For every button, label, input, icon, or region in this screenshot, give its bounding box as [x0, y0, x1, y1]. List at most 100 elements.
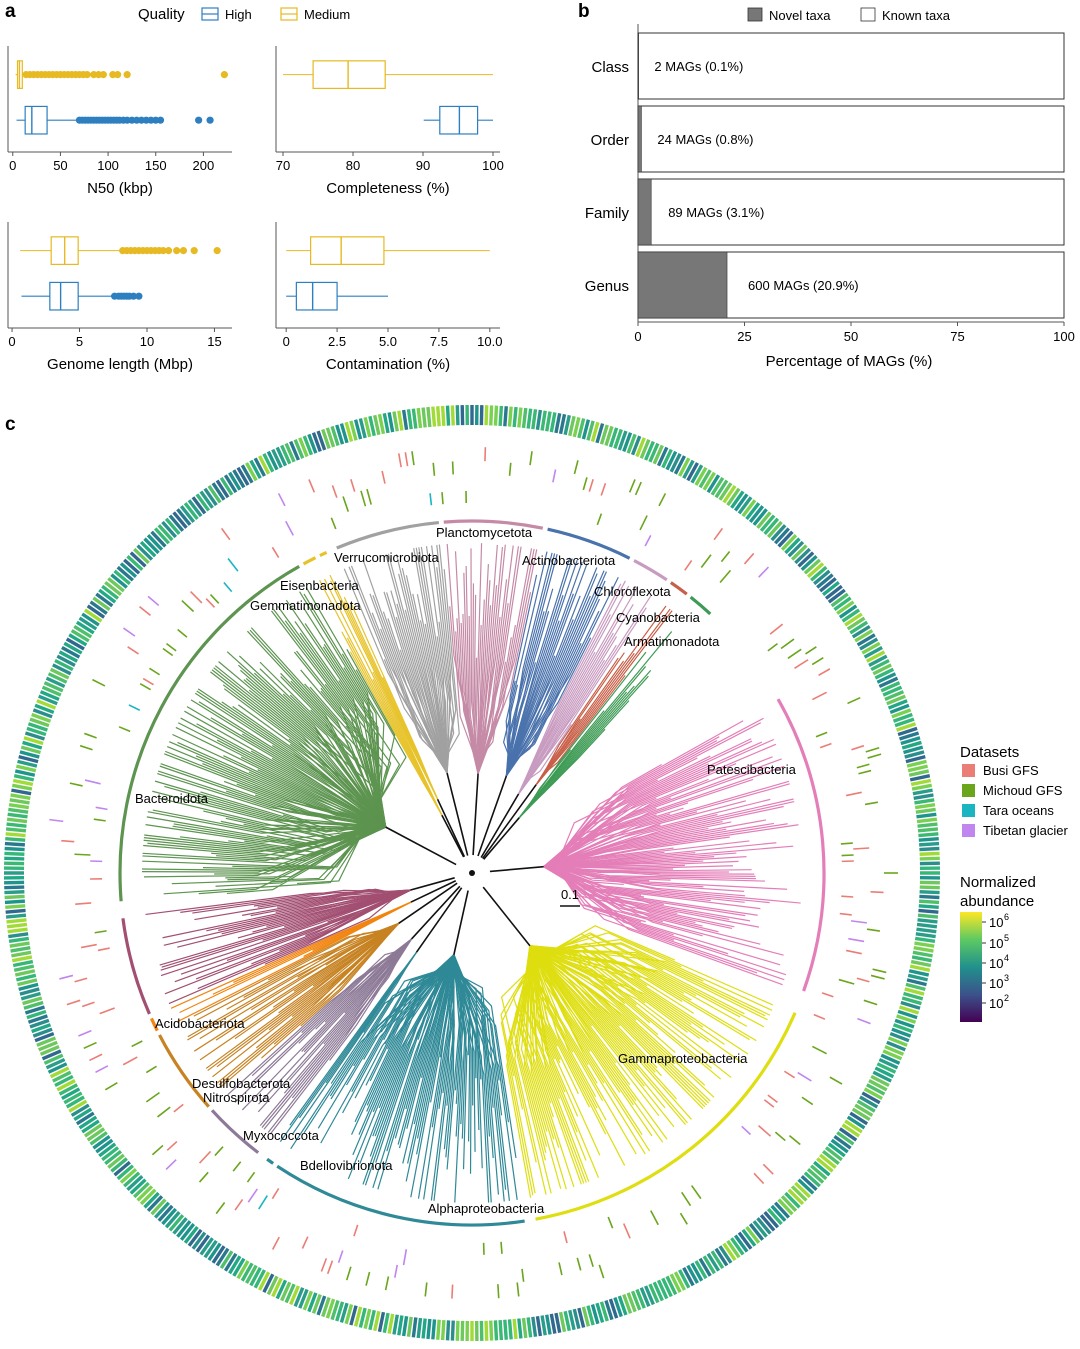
dataset-tick	[381, 470, 386, 484]
x-tick-label: 100	[1053, 329, 1075, 344]
abundance-ring-segment	[89, 1131, 108, 1146]
dataset-tick	[128, 704, 141, 711]
dataset-tick	[127, 646, 139, 655]
abundance-ring-segment	[86, 1127, 106, 1142]
x-tick-label: 150	[145, 158, 167, 173]
scale-bar: 0.1	[560, 887, 580, 907]
dataset-ticks	[49, 447, 898, 1299]
legend-label-tibetan: Tibetan glacier	[983, 823, 1068, 838]
x-tick-label: 7.5	[430, 334, 448, 349]
abundance-ring-segment	[698, 1257, 712, 1277]
abundance-ring-segment	[770, 524, 787, 542]
dataset-tick	[147, 595, 160, 607]
abundance-ring-segment	[110, 573, 128, 589]
dataset-tick	[867, 753, 882, 759]
outlier-point	[114, 71, 122, 79]
abundance-ring-segment	[572, 1308, 581, 1330]
clade-branches-planctomycetota	[446, 543, 538, 774]
x-tick-label: 10.0	[477, 334, 502, 349]
abundance-ring-segment	[844, 612, 863, 627]
branch	[518, 728, 606, 819]
abundance-ring-segment	[445, 1320, 451, 1341]
abundance-ring-segment	[24, 1005, 46, 1015]
dataset-tick	[870, 890, 884, 894]
dataset-tick	[858, 769, 872, 775]
dataset-tick	[851, 744, 865, 751]
abundance-ring-segment	[827, 588, 846, 604]
abundance-ring-segment	[8, 802, 30, 810]
x-tick-label: 2.5	[328, 334, 346, 349]
abundance-ring-segment	[512, 1318, 518, 1340]
abundance-ring-segment	[833, 1134, 852, 1150]
dataset-tick	[247, 1188, 258, 1203]
abundance-ring-segment	[81, 612, 100, 627]
dataset-tick	[596, 513, 603, 526]
bar-label-genus: 600 MAGs (20.9%)	[748, 278, 859, 293]
abundance-ring-segment	[706, 1252, 721, 1272]
abundance-ring-segment	[916, 812, 937, 819]
abundance-ring-segment	[26, 1009, 47, 1020]
dataset-tick	[122, 1056, 138, 1066]
abundance-ring-segment	[92, 596, 111, 612]
abundance-ring-segment	[919, 890, 940, 895]
abundance-ring-segment	[183, 502, 199, 521]
abundance-ring-segment	[440, 405, 446, 426]
abundance-ring-segment	[119, 562, 138, 579]
dataset-tick	[684, 560, 693, 571]
branch	[518, 724, 572, 795]
abundance-ring-segment	[98, 588, 117, 604]
abundance-ring-segment	[718, 482, 733, 501]
abundance-ring-segment	[52, 663, 72, 676]
x-axis-title: Contamination (%)	[326, 356, 450, 373]
dataset-tick	[813, 1013, 826, 1020]
category-label-family: Family	[585, 205, 630, 222]
dataset-tick	[841, 895, 854, 898]
abundance-ring-segment	[784, 1191, 801, 1209]
abundance-ring-segment	[133, 547, 150, 565]
dataset-tick	[165, 1159, 177, 1171]
dataset-tick	[84, 779, 101, 785]
abundance-ring-segment	[901, 996, 922, 1006]
dataset-tick	[331, 485, 338, 498]
abundance-ring-segment	[302, 435, 314, 456]
abundance-ring-segment	[652, 444, 664, 465]
abundance-ring-segment	[803, 558, 821, 575]
abundance-ring-segment	[45, 1057, 66, 1070]
abundance-ring-segment	[870, 1074, 890, 1087]
dataset-tick	[788, 1135, 801, 1146]
datasets-legend-title: Datasets	[960, 744, 1019, 761]
dataset-tick	[271, 1188, 280, 1200]
dataset-tick	[763, 1099, 775, 1108]
abundance-ring-segment	[123, 558, 141, 575]
dataset-tick	[451, 461, 455, 475]
abundance-ring-segment	[431, 1319, 437, 1340]
dataset-tick	[767, 1094, 778, 1104]
dataset-tick	[227, 558, 239, 572]
abundance-ring-segment	[608, 427, 619, 448]
abundance-ring-segment	[590, 421, 600, 442]
clade-label-desulfobacterota: Desulfobacterota	[192, 1076, 291, 1091]
dataset-tick	[588, 478, 594, 492]
abundance-ring-segment	[590, 1304, 600, 1325]
abundance-ring-segment	[215, 479, 230, 499]
abundance-ring-segment	[8, 807, 29, 814]
stem-branch	[436, 798, 466, 858]
abundance-ring-segment	[406, 409, 413, 430]
abundance-ring-segment	[630, 1290, 642, 1311]
abundance-ring-segment	[901, 740, 922, 750]
abundance-ring-segment	[382, 1312, 390, 1334]
abundance-ring-segment	[266, 450, 279, 471]
abundance-ring-segment	[203, 487, 218, 507]
abundance-ring-segment	[863, 1087, 883, 1100]
abundance-ring-segment	[540, 1315, 547, 1336]
abundance-ring-segment	[722, 1242, 737, 1262]
abundance-ring-segment	[759, 1214, 776, 1232]
clade-arc-gemmatimonadota	[302, 556, 317, 566]
branch	[170, 901, 412, 1009]
abundance-ring-segment	[595, 423, 605, 444]
clade-arc-bdellovibrionota	[266, 1157, 275, 1165]
abundance-ring-segment	[18, 754, 39, 764]
legend-label-known: Known taxa	[882, 8, 951, 23]
abundance-ring-segment	[5, 904, 26, 909]
abundance-ring-segment	[401, 1315, 409, 1337]
